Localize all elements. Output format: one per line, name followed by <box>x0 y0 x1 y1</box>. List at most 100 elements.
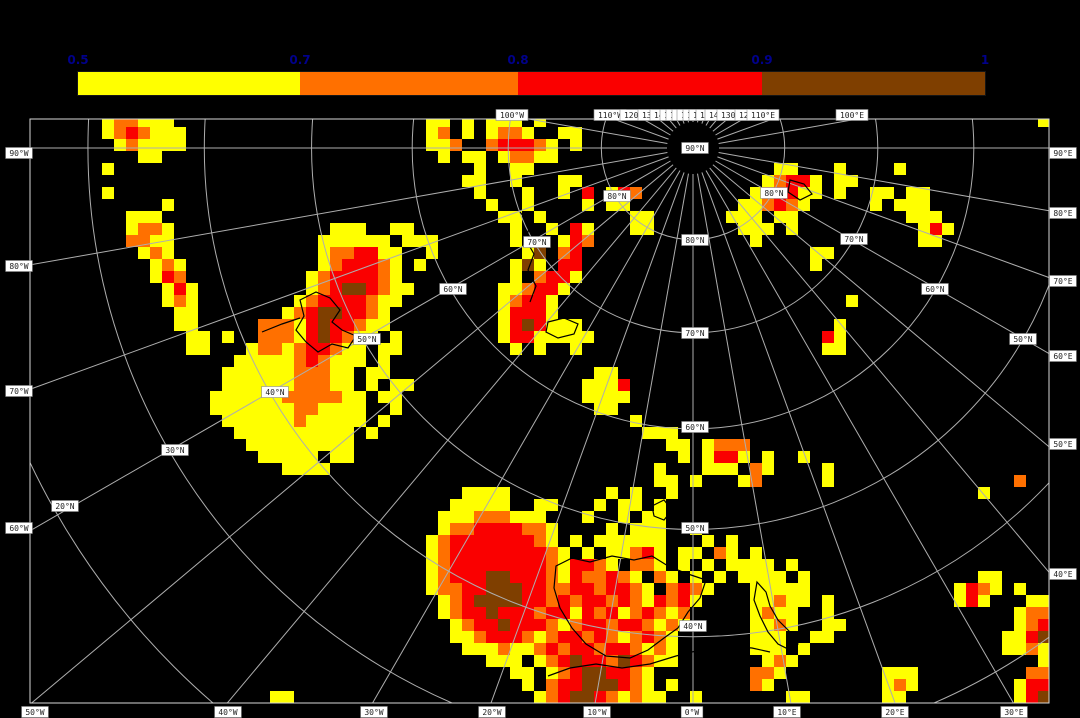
data-cell <box>126 223 138 235</box>
data-cell <box>558 175 582 187</box>
data-cell <box>702 583 714 595</box>
data-cell <box>378 271 390 283</box>
data-cell <box>546 643 558 655</box>
data-cell <box>630 655 642 667</box>
grid-label-text: 130°E <box>721 111 745 120</box>
grid-label-text: 40°E <box>1053 570 1072 579</box>
data-cell <box>618 631 630 643</box>
grid-label: 50°E <box>1049 438 1077 450</box>
colorbar-tick-label: 0.5 <box>67 53 89 67</box>
data-cell <box>306 307 318 319</box>
data-cell <box>594 499 606 511</box>
data-cell <box>462 487 510 499</box>
data-cell <box>954 583 966 595</box>
grid-label-text: 60°N <box>443 285 462 294</box>
data-cell <box>798 571 810 583</box>
data-cell <box>870 187 894 199</box>
data-cell <box>642 427 678 439</box>
data-cell <box>330 319 354 331</box>
data-cell <box>426 583 438 595</box>
grid-label-box <box>681 327 709 339</box>
grid-label-text: 50°N <box>685 524 704 533</box>
data-cell <box>606 691 618 703</box>
data-cell <box>414 259 426 271</box>
data-cell <box>654 655 678 667</box>
data-cell <box>630 583 642 595</box>
data-cell <box>474 523 522 535</box>
data-cell <box>510 271 522 283</box>
data-cell <box>138 119 174 127</box>
data-cell <box>822 331 834 343</box>
data-cell <box>882 691 906 703</box>
data-cell <box>822 607 834 619</box>
data-cell <box>798 187 822 199</box>
data-cell <box>378 415 390 427</box>
data-cell <box>582 655 594 667</box>
data-cell <box>510 223 522 235</box>
grid-label: 60°E <box>1049 350 1077 362</box>
data-cell <box>558 127 582 139</box>
data-cell <box>678 583 690 595</box>
data-cell <box>726 211 762 223</box>
data-cell <box>582 379 618 391</box>
data-cell <box>426 535 438 547</box>
data-cell <box>450 571 474 583</box>
meridian-line <box>30 156 669 390</box>
data-cell <box>630 595 642 607</box>
grid-label-box <box>840 233 868 245</box>
data-cell <box>366 307 378 319</box>
grid-label-box <box>161 444 189 456</box>
data-cell <box>486 607 498 619</box>
data-cell <box>630 187 642 199</box>
data-cell <box>594 643 606 655</box>
data-cell <box>126 235 150 247</box>
data-cell <box>378 391 402 403</box>
data-cell <box>546 139 558 151</box>
grid-label-text: 20°E <box>885 708 904 717</box>
data-cell <box>618 535 666 547</box>
grid-label: 90°N <box>681 142 709 154</box>
data-cell <box>618 619 642 631</box>
data-cell <box>582 187 594 199</box>
meridian-line <box>657 119 674 132</box>
data-cell <box>318 319 330 331</box>
data-cell <box>762 607 774 619</box>
grid-label: 80°W <box>5 260 33 272</box>
data-cell <box>642 595 654 607</box>
data-cell <box>630 559 654 571</box>
grid-label: 80°N <box>681 234 709 246</box>
data-cell <box>558 547 570 559</box>
data-cell <box>534 259 546 271</box>
data-cell <box>726 559 750 571</box>
data-cell <box>762 631 786 643</box>
grid-label-text: 70°W <box>9 387 28 396</box>
data-cell <box>546 271 570 283</box>
data-cell <box>606 523 618 535</box>
data-cell <box>366 319 390 331</box>
data-cell <box>750 595 774 607</box>
data-cell <box>642 511 666 523</box>
data-cell <box>138 247 150 259</box>
data-cell <box>618 595 630 607</box>
data-cell <box>474 595 510 607</box>
data-cell <box>522 247 534 259</box>
data-cell <box>582 547 594 559</box>
grid-label-text: 60°N <box>925 285 944 294</box>
data-cell <box>486 127 498 139</box>
data-cell <box>570 139 582 151</box>
data-cell <box>630 607 642 619</box>
data-cell <box>774 211 798 223</box>
data-cell <box>654 475 678 487</box>
coastline <box>547 645 771 677</box>
data-cell <box>426 127 438 139</box>
data-cell <box>318 403 366 415</box>
data-cell <box>654 619 666 631</box>
data-cell <box>570 343 582 355</box>
data-cell <box>486 631 510 643</box>
data-cell <box>522 679 534 691</box>
data-cell <box>630 415 642 427</box>
data-cell <box>942 223 954 235</box>
data-cell <box>150 235 174 247</box>
grid-label: 40°N <box>679 620 707 632</box>
